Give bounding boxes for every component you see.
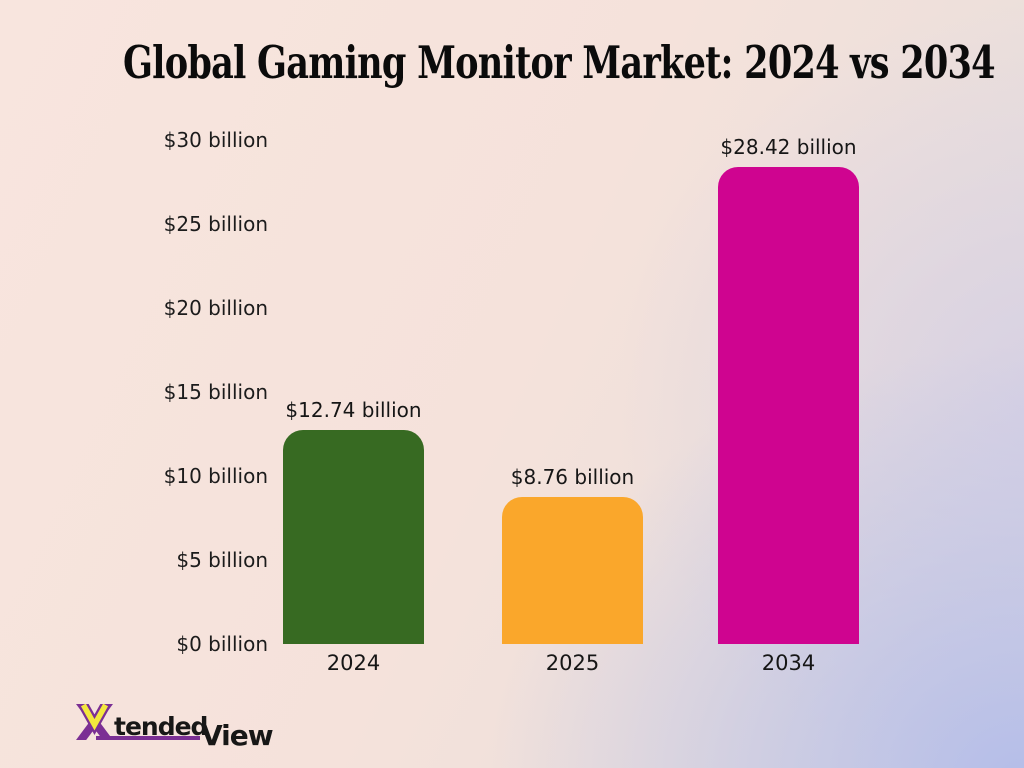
y-axis-label: $30 billion: [163, 128, 268, 152]
category-label: 2034: [761, 651, 816, 675]
bar-2024: [283, 430, 424, 644]
bar-2025: [502, 497, 643, 644]
bar-2034: [718, 167, 859, 644]
xtendedview-logo: tended View: [70, 695, 300, 763]
y-axis-label: $20 billion: [163, 296, 268, 320]
title-container: Global Gaming Monitor Market: 2024 vs 20…: [0, 36, 1024, 89]
bar-value-label: $28.42 billion: [720, 135, 857, 159]
y-axis-label: $10 billion: [163, 464, 268, 488]
y-axis-label: $15 billion: [163, 380, 268, 404]
logo-underline: [96, 736, 200, 740]
logo-text-view: View: [201, 719, 274, 752]
chart-title: Global Gaming Monitor Market: 2024 vs 20…: [122, 36, 996, 89]
y-axis-label: $5 billion: [176, 548, 268, 572]
bar-value-label: $8.76 billion: [510, 465, 635, 489]
category-label: 2025: [545, 651, 600, 675]
category-label: 2024: [326, 651, 381, 675]
xtendedview-x-icon: [76, 704, 113, 740]
logo-text-tended: tended: [114, 712, 208, 741]
y-axis-label: $0 billion: [176, 632, 268, 656]
bar-value-label: $12.74 billion: [285, 398, 422, 422]
y-axis-label: $25 billion: [163, 212, 268, 236]
